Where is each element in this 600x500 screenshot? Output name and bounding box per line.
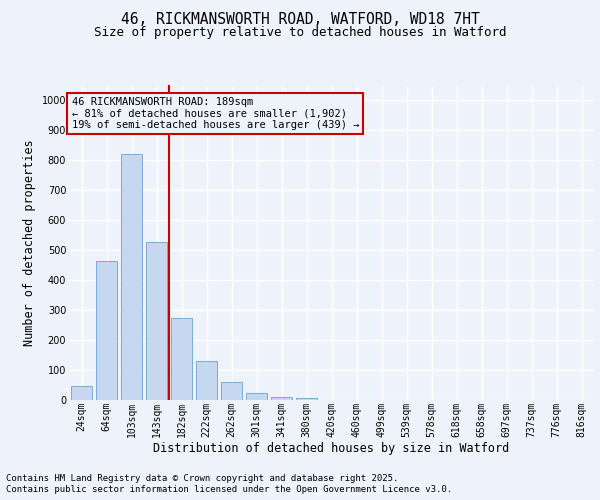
Bar (296, 398, 317, 400)
Text: Size of property relative to detached houses in Watford: Size of property relative to detached ho… (94, 26, 506, 39)
Y-axis label: Number of detached properties: Number of detached properties (23, 139, 36, 346)
Text: 46 RICKMANSWORTH ROAD: 189sqm
← 81% of detached houses are smaller (1,902)
19% o: 46 RICKMANSWORTH ROAD: 189sqm ← 81% of d… (71, 97, 359, 130)
Bar (146, 242, 167, 400)
Text: Contains public sector information licensed under the Open Government Licence v3: Contains public sector information licen… (6, 485, 452, 494)
Bar (246, 394, 267, 400)
Text: 46, RICKMANSWORTH ROAD, WATFORD, WD18 7HT: 46, RICKMANSWORTH ROAD, WATFORD, WD18 7H… (121, 12, 479, 28)
Bar (221, 382, 242, 400)
Text: Contains HM Land Registry data © Crown copyright and database right 2025.: Contains HM Land Registry data © Crown c… (6, 474, 398, 483)
Bar (196, 361, 217, 400)
Bar (121, 154, 142, 400)
Bar (171, 318, 192, 400)
Bar (271, 397, 292, 400)
Bar (96, 260, 117, 400)
Bar (71, 386, 92, 400)
X-axis label: Distribution of detached houses by size in Watford: Distribution of detached houses by size … (154, 442, 509, 455)
